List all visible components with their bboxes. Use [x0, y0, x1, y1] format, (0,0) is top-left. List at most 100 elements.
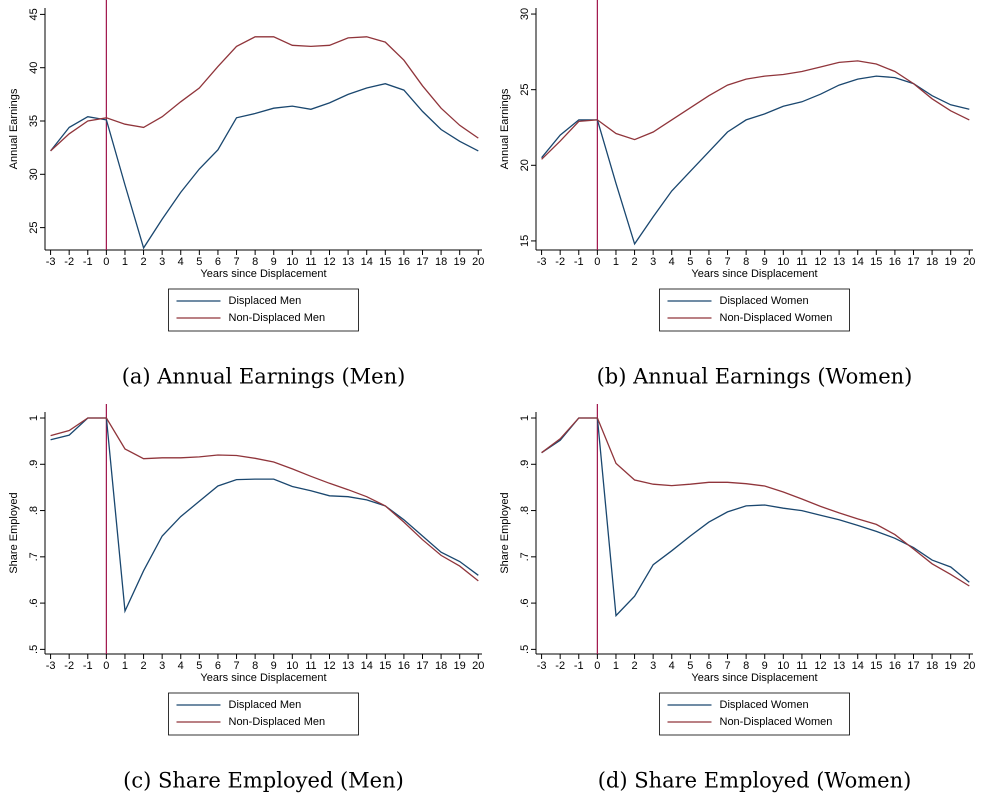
- x-tick-label: 6: [215, 660, 221, 672]
- x-axis-label: Years since Displacement: [691, 672, 817, 684]
- series-line: [50, 83, 479, 250]
- y-tick-label: .6: [519, 599, 531, 608]
- caption: (b) Annual Earnings (Women): [597, 365, 913, 389]
- x-tick-label: 8: [252, 256, 258, 268]
- x-tick-label: 7: [233, 660, 239, 672]
- y-tick-label: 1: [28, 415, 40, 421]
- x-tick-label: 2: [631, 660, 637, 672]
- legend-box: [659, 692, 850, 736]
- x-tick-label: 18: [926, 256, 938, 268]
- x-tick-label: -1: [574, 660, 584, 672]
- x-tick-label: 15: [870, 256, 882, 268]
- y-tick-label: .6: [28, 599, 40, 608]
- legend-label: Displaced Men: [229, 699, 302, 711]
- x-tick-label: 13: [342, 660, 354, 672]
- x-tick-label: 8: [252, 660, 258, 672]
- x-tick-label: 17: [907, 256, 919, 268]
- x-tick-label: 1: [613, 256, 619, 268]
- x-tick-label: -2: [64, 660, 74, 672]
- x-tick-label: -1: [574, 256, 584, 268]
- x-tick-label: 1: [122, 660, 128, 672]
- legend-box: [659, 288, 850, 332]
- x-tick-label: 20: [472, 660, 484, 672]
- x-tick-label: 11: [305, 256, 316, 268]
- x-tick-label: 0: [103, 256, 109, 268]
- y-axis-label: Share Employed: [8, 492, 20, 573]
- x-tick-label: 14: [852, 660, 864, 672]
- x-tick-label: 1: [613, 660, 619, 672]
- x-tick-label: 12: [814, 660, 826, 672]
- x-tick-label: 10: [777, 660, 789, 672]
- series-line: [541, 417, 970, 618]
- x-axis-label: Years since Displacement: [200, 268, 326, 280]
- x-axis-label: Years since Displacement: [200, 672, 326, 684]
- x-tick-label: -2: [555, 660, 565, 672]
- x-tick-label: 3: [650, 660, 656, 672]
- y-tick-label: .9: [519, 460, 531, 469]
- x-tick-label: -3: [537, 660, 547, 672]
- x-tick-label: 7: [724, 660, 730, 672]
- x-tick-label: 4: [669, 660, 675, 672]
- x-tick-label: 16: [889, 256, 901, 268]
- x-tick-label: 5: [687, 256, 693, 268]
- x-tick-label: 2: [140, 660, 146, 672]
- x-tick-label: -3: [46, 660, 56, 672]
- y-tick-label: .5: [28, 645, 40, 654]
- x-tick-label: 13: [342, 256, 354, 268]
- x-tick-label: 16: [398, 660, 410, 672]
- legend-label: Non-Displaced Women: [720, 312, 833, 324]
- y-axis-label: Share Employed: [499, 492, 511, 573]
- y-tick-label: 25: [28, 221, 40, 233]
- x-tick-label: 17: [416, 256, 428, 268]
- caption: (a) Annual Earnings (Men): [122, 365, 406, 389]
- x-tick-label: 9: [762, 256, 768, 268]
- x-tick-label: 7: [233, 256, 239, 268]
- x-tick-label: 19: [454, 256, 466, 268]
- legend-box: [168, 288, 359, 332]
- y-tick-label: 30: [519, 8, 531, 20]
- x-tick-label: 11: [305, 660, 316, 672]
- y-tick-label: 1: [519, 415, 531, 421]
- legend-label: Non-Displaced Women: [720, 716, 833, 728]
- x-tick-label: 4: [178, 660, 184, 672]
- x-tick-label: 20: [963, 256, 975, 268]
- x-tick-label: 12: [814, 256, 826, 268]
- y-tick-label: 40: [28, 62, 40, 74]
- x-tick-label: 11: [796, 660, 807, 672]
- x-tick-label: 18: [435, 256, 447, 268]
- x-tick-label: 15: [870, 660, 882, 672]
- x-tick-label: 0: [594, 660, 600, 672]
- y-tick-label: 45: [28, 8, 40, 20]
- x-tick-label: -3: [537, 256, 547, 268]
- legend-label: Displaced Men: [229, 295, 302, 307]
- x-tick-label: -1: [83, 256, 93, 268]
- x-tick-label: 4: [669, 256, 675, 268]
- x-tick-label: 9: [762, 660, 768, 672]
- series-line: [541, 75, 970, 246]
- x-tick-label: 16: [889, 660, 901, 672]
- x-tick-label: 1: [122, 256, 128, 268]
- x-tick-label: 5: [687, 660, 693, 672]
- x-tick-label: 16: [398, 256, 410, 268]
- x-tick-label: 9: [271, 256, 277, 268]
- x-tick-label: 3: [159, 660, 165, 672]
- x-tick-label: 13: [833, 660, 845, 672]
- y-tick-label: 15: [519, 235, 531, 247]
- x-tick-label: 13: [833, 256, 845, 268]
- x-tick-label: 14: [852, 256, 864, 268]
- x-tick-label: 6: [706, 256, 712, 268]
- x-tick-label: -1: [83, 660, 93, 672]
- x-tick-label: 14: [361, 256, 373, 268]
- y-tick-label: .5: [519, 645, 531, 654]
- x-tick-label: 10: [777, 256, 789, 268]
- caption: (d) Share Employed (Women): [598, 769, 912, 793]
- x-tick-label: 6: [706, 660, 712, 672]
- x-tick-label: 3: [650, 256, 656, 268]
- series-line: [50, 36, 479, 152]
- series-line: [541, 417, 970, 587]
- series-line: [541, 60, 970, 160]
- legend-label: Displaced Women: [720, 699, 809, 711]
- x-tick-label: -2: [555, 256, 565, 268]
